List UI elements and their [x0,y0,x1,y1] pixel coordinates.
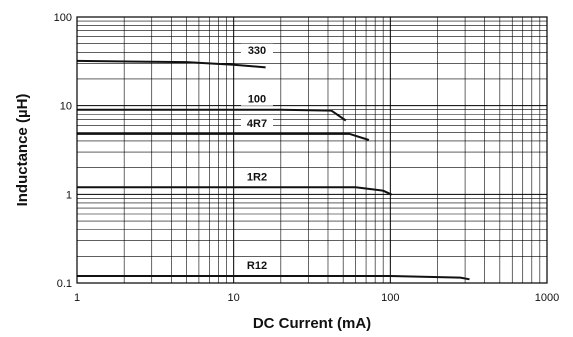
series-label-1r2: 1R2 [247,171,267,183]
series-labels: 330 100 4R7 1R2 R12 [241,43,273,272]
series-label-r12: R12 [247,260,267,272]
series-label-330: 330 [248,45,266,57]
series-label-100: 100 [248,94,266,106]
x-tick-label: 100 [381,292,399,304]
series-line-1r2 [77,186,393,196]
series-label-4r7: 4R7 [247,118,267,130]
series-line-r12 [77,275,470,281]
plot-frame [76,16,548,284]
x-axis-title: DC Current (mA) [253,315,371,332]
series-line-330 [76,59,266,69]
y-tick-label: 0.1 [57,278,72,290]
y-axis-ticks: 0.1 1 10 100 [54,12,72,290]
series-label-background [241,116,273,130]
series-line-4r7 [77,132,370,141]
x-tick-label: 1000 [535,292,559,304]
series-label-background [241,43,273,57]
y-tick-label: 100 [54,12,72,24]
y-tick-label: 10 [60,101,72,113]
series-label-background [241,258,273,272]
x-axis-ticks: 1 10 100 1000 [74,292,559,304]
grid [76,17,547,284]
y-axis-title: Inductance (µH) [14,94,31,207]
series-label-background [241,92,273,106]
series-label-background [241,170,273,184]
y-tick-label: 1 [66,189,72,201]
series-line-100 [77,108,347,122]
series-lines [76,59,470,281]
x-tick-label: 10 [228,292,240,304]
x-tick-label: 1 [74,292,80,304]
